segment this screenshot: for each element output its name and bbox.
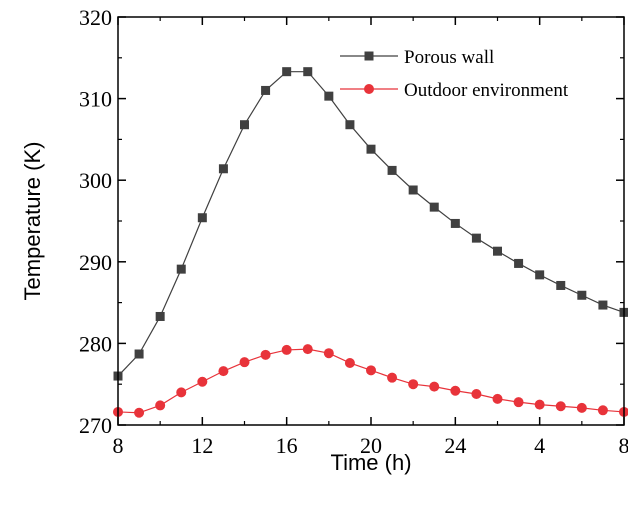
series-1-point bbox=[450, 385, 461, 396]
series-0-point bbox=[514, 258, 524, 268]
legend-label-1: Outdoor environment bbox=[404, 80, 569, 101]
series-1-point bbox=[281, 344, 292, 355]
x-tick-label: 12 bbox=[191, 433, 213, 458]
series-0-point bbox=[261, 85, 271, 95]
series-0-point bbox=[303, 67, 313, 77]
x-tick-label: 16 bbox=[276, 433, 298, 458]
series-0-point bbox=[134, 349, 144, 359]
y-tick-label: 290 bbox=[79, 250, 112, 275]
series-0-point bbox=[450, 218, 460, 228]
x-tick-label: 4 bbox=[534, 433, 545, 458]
series-0-point bbox=[471, 233, 481, 243]
series-0-point bbox=[324, 91, 334, 101]
plot-frame bbox=[117, 16, 625, 426]
series-0-point bbox=[556, 280, 566, 290]
series-0-point bbox=[429, 202, 439, 212]
y-tick-label: 270 bbox=[79, 413, 112, 438]
series-1-point bbox=[218, 366, 229, 377]
y-tick-label: 310 bbox=[79, 87, 112, 112]
series-1-point bbox=[302, 344, 313, 355]
series-1-point bbox=[134, 407, 145, 418]
legend-label-0: Porous wall bbox=[404, 47, 494, 68]
series-line-1 bbox=[117, 348, 625, 414]
series-1-point bbox=[534, 399, 545, 410]
x-tick-label: 20 bbox=[360, 433, 382, 458]
series-1-point bbox=[408, 379, 419, 390]
series-1-point bbox=[576, 402, 587, 413]
y-tick-label: 280 bbox=[79, 331, 112, 356]
series-1-point bbox=[366, 365, 376, 376]
series-0-point bbox=[345, 120, 355, 130]
series-1-point bbox=[597, 405, 608, 416]
series-0-point bbox=[366, 144, 376, 154]
series-0-point bbox=[408, 185, 418, 195]
series-1-point bbox=[239, 357, 250, 368]
series-1-point bbox=[323, 348, 334, 359]
series-1-point bbox=[176, 387, 187, 398]
series-0-point bbox=[387, 165, 397, 175]
series-1-point bbox=[471, 388, 482, 399]
y-axis-title: Temperature (K) bbox=[20, 142, 45, 301]
series-0-point bbox=[218, 164, 228, 174]
series-1-point bbox=[197, 376, 208, 387]
series-0-point bbox=[598, 300, 608, 310]
series-1-point bbox=[155, 400, 166, 411]
y-tick-label: 320 bbox=[79, 5, 112, 30]
series-1-point bbox=[513, 397, 524, 408]
series-1-point bbox=[260, 349, 271, 360]
series-line-0 bbox=[117, 71, 625, 377]
x-tick-label: 8 bbox=[619, 433, 628, 458]
series-1-point bbox=[387, 372, 398, 383]
series-0-point bbox=[155, 311, 165, 321]
series-0-point bbox=[493, 246, 502, 256]
series-0-point bbox=[577, 290, 587, 300]
y-tick-label: 300 bbox=[79, 168, 112, 193]
x-tick-label: 24 bbox=[444, 433, 466, 458]
x-tick-label: 8 bbox=[113, 433, 124, 458]
series-0-point bbox=[535, 270, 545, 280]
series-1-point bbox=[492, 393, 503, 404]
legend-marker-0 bbox=[364, 51, 374, 61]
legend-marker-1 bbox=[364, 84, 374, 94]
series-1-point bbox=[555, 401, 566, 412]
series-0-point bbox=[282, 67, 292, 77]
series-0-point bbox=[176, 264, 186, 274]
x-axis-title: Time (h) bbox=[330, 450, 411, 475]
series-0-point bbox=[240, 120, 249, 130]
series-1-point bbox=[429, 381, 440, 392]
series-1-point bbox=[344, 357, 355, 368]
series-0-point bbox=[197, 213, 207, 223]
